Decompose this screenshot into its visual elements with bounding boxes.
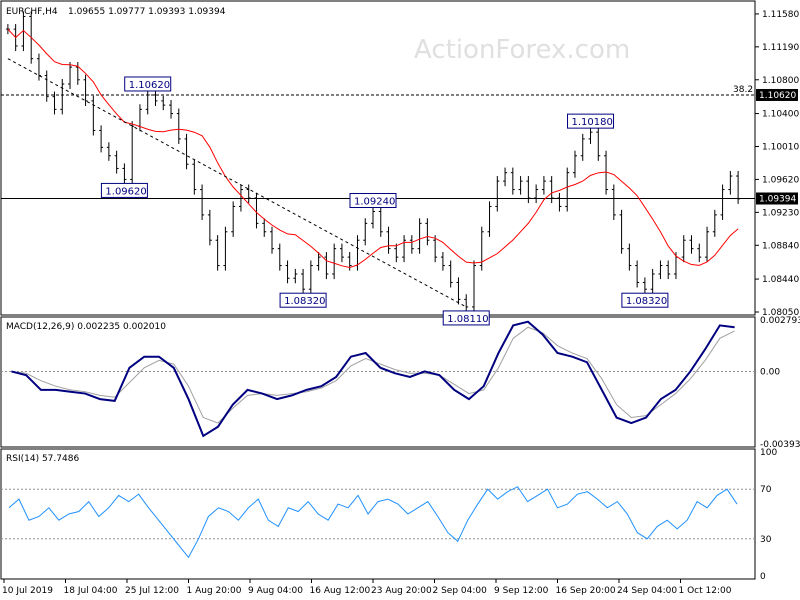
rsi-label: RSI(14) 57.7486: [6, 454, 79, 464]
macd-ytick-label: 0.00: [760, 367, 780, 377]
macd-layer: [1, 320, 755, 438]
xtick-label: 2 Sep 04:00: [433, 586, 488, 596]
price-ytick-label: 1.08050: [762, 308, 799, 318]
price-ytick-label: 1.10800: [762, 76, 799, 86]
xtick-label: 16 Aug 12:00: [310, 586, 371, 596]
price-tag-text: 1.09394: [759, 195, 796, 205]
axes-layer: 1.11580 1.11190 1.10800 1.10400 1.10010 1.096…: [2, 10, 800, 596]
xtick-label: 9 Sep 12:00: [494, 586, 549, 596]
annotation-box: [124, 76, 172, 92]
xtick-label: 18 Jul 04:00: [64, 586, 118, 596]
annotation-label: 1.08320: [626, 296, 667, 307]
annotation-box: [100, 182, 148, 198]
xtick-label: 24 Sep 04:00: [617, 586, 677, 596]
macd-pane: [0, 316, 756, 448]
price-ytick-label: 1.11580: [762, 10, 799, 20]
price-tag-box: [756, 192, 798, 205]
rsi-layer: [1, 486, 755, 559]
price-ytick-label: 1.10010: [762, 142, 799, 152]
rsi-ytick-label: 70: [760, 485, 772, 495]
macd-line: [11, 320, 735, 438]
xtick-label: 1 Oct 12:00: [679, 586, 732, 596]
annotation-box: [442, 310, 490, 326]
rsi-ytick-label: 100: [760, 448, 777, 458]
price-pane: [0, 0, 756, 316]
xtick-label: 9 Aug 04:00: [248, 586, 303, 596]
xtick-label: 16 Sep 20:00: [556, 586, 616, 596]
xtick-label: 10 Jul 2019: [2, 586, 53, 596]
xtick-label: 25 Jul 12:00: [125, 586, 179, 596]
rsi-ytick-label: 30: [760, 535, 772, 545]
annotation-box: [279, 292, 327, 308]
price-ytick-label: 1.11190: [762, 43, 799, 53]
price-ytick-label: 1.09230: [762, 208, 799, 218]
macd-label: MACD(12,26,9) 0.002235 0.002010: [6, 322, 166, 332]
annotation-label: 1.09620: [105, 186, 146, 197]
annotation-label: 1.10180: [572, 117, 613, 128]
macd-ytick-label: 0.002793: [760, 316, 800, 326]
annotation-box: [621, 292, 669, 308]
annotation-label: 1.08320: [284, 296, 325, 307]
annotation-label: 1.09240: [354, 197, 395, 208]
annotation-box: [349, 193, 397, 209]
annotation-label: 1.10620: [129, 80, 170, 91]
rsi-line: [8, 486, 738, 559]
rsi-pane: [0, 448, 756, 580]
price-ytick-label: 1.09620: [762, 175, 799, 185]
xtick-label: 1 Aug 20:00: [187, 586, 242, 596]
macd-ytick-label: -0.003938: [760, 440, 800, 450]
price-layer: 38.2 1.10620 1.09620 1.08320 1.09240 1.08110 1…: [1, 11, 755, 326]
price-tag-box: [756, 88, 798, 101]
price-ytick-label: 1.08840: [762, 241, 799, 251]
rsi-ytick-label: 0: [760, 572, 766, 582]
price-ohlc: 1.09655 1.09777 1.09393 1.09394: [68, 7, 226, 17]
price-ytick-label: 1.08440: [762, 275, 799, 285]
annotation-box: [567, 113, 615, 129]
watermark: ActionForex.com: [414, 35, 630, 65]
annotation-label: 1.08110: [447, 314, 488, 325]
fib-level-label: 38.2: [733, 85, 753, 95]
price-symbol: EURCHF,H4: [6, 7, 58, 17]
price-tag-text: 1.10620: [759, 91, 796, 101]
xtick-label: 23 Aug 20:00: [371, 586, 432, 596]
moving-average-line: [7, 28, 739, 269]
trendline: [7, 58, 467, 308]
price-ytick-label: 1.10400: [762, 110, 799, 120]
